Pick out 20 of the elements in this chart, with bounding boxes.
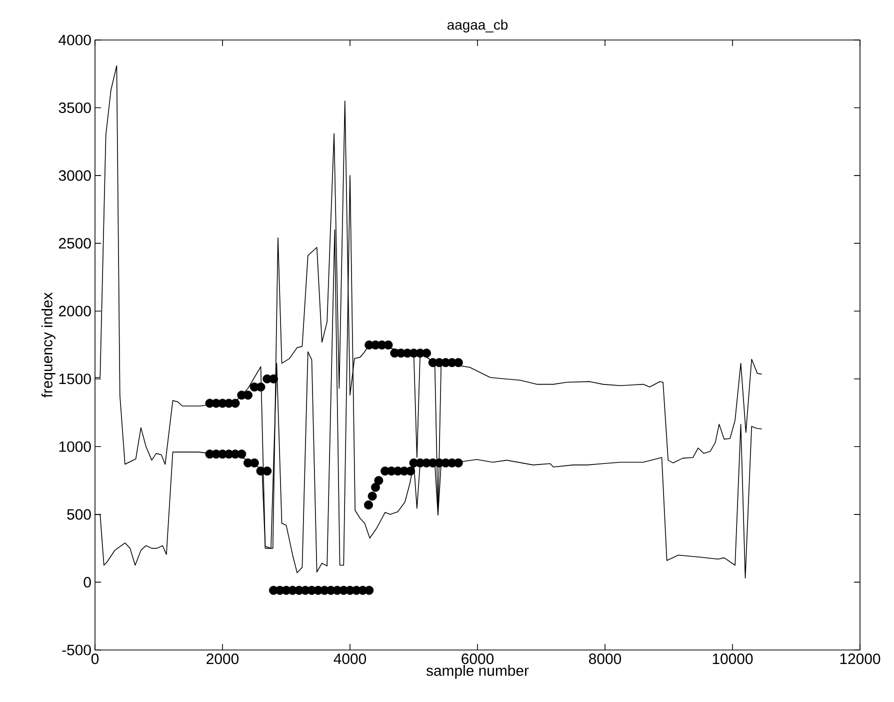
x-axis-title: sample number	[426, 664, 529, 679]
y-tick-label: 1500	[59, 374, 91, 384]
x-tick-label: 4000	[334, 654, 366, 664]
y-tick-label: 4000	[58, 34, 91, 46]
y-tick-label: 1000	[59, 441, 91, 452]
chart-title: aagaa_cb	[447, 19, 508, 32]
y-axis-title: frequency index	[41, 292, 56, 398]
y-tick-label: 3000	[58, 170, 91, 181]
y-tick-label: 500	[67, 509, 91, 520]
x-tick-label: 10000	[712, 654, 753, 664]
x-tick-label: 12000	[840, 654, 880, 664]
y-tick-label: 0	[84, 576, 91, 588]
y-tick-label: -500	[62, 644, 91, 656]
y-tick-label: 3500	[58, 102, 91, 114]
x-tick-label: 8000	[589, 654, 622, 664]
x-tick-label: 2000	[206, 654, 239, 664]
y-tick-label: 2500	[58, 238, 91, 249]
x-tick-label: 6000	[462, 654, 494, 664]
y-tick-label: 2000	[58, 306, 91, 316]
x-tick-label: 0	[91, 654, 99, 664]
